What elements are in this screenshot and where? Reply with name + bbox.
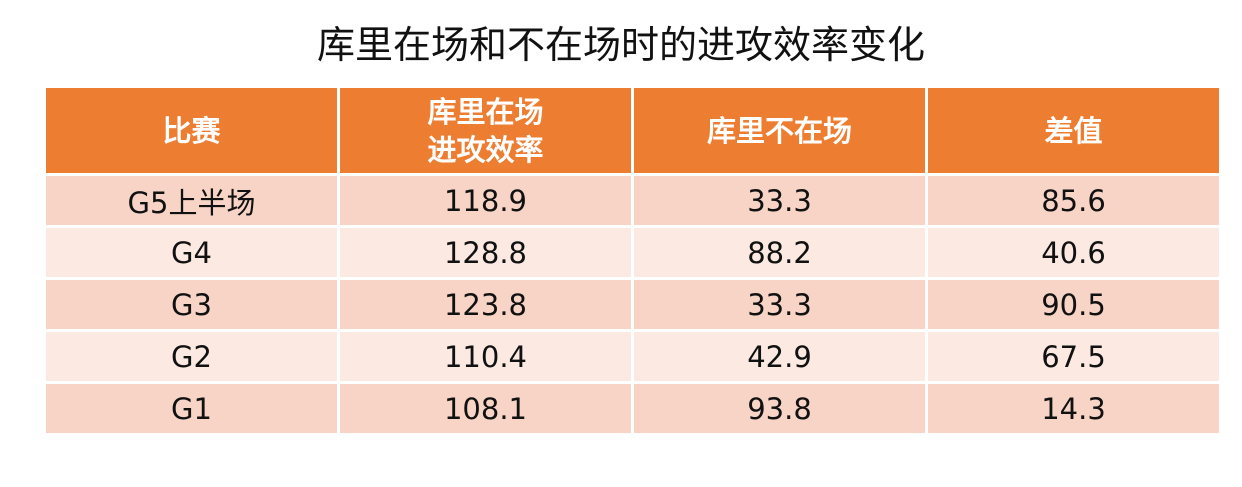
game-cell: G2 bbox=[46, 332, 337, 381]
table-row: G3 123.8 33.3 90.5 bbox=[46, 280, 1219, 329]
value-cell: 33.3 bbox=[634, 176, 925, 225]
value-cell: 85.6 bbox=[928, 176, 1219, 225]
game-cell: G5上半场 bbox=[46, 176, 337, 225]
column-header: 比赛 bbox=[46, 88, 337, 173]
value-cell: 93.8 bbox=[634, 384, 925, 433]
game-cell: G4 bbox=[46, 228, 337, 277]
table-head: 比赛 库里在场 进攻效率 库里不在场 差值 bbox=[46, 88, 1219, 173]
value-cell: 128.8 bbox=[340, 228, 631, 277]
header-line: 库里在场 bbox=[427, 94, 544, 129]
value-cell: 108.1 bbox=[340, 384, 631, 433]
table-row: G1 108.1 93.8 14.3 bbox=[46, 384, 1219, 433]
value-cell: 67.5 bbox=[928, 332, 1219, 381]
column-header: 差值 bbox=[928, 88, 1219, 173]
column-header: 库里在场 进攻效率 bbox=[340, 88, 631, 173]
data-table: 比赛 库里在场 进攻效率 库里不在场 差值 G5上半场 118.9 33.3 85.6 G4 12… bbox=[43, 85, 1222, 436]
table-row: G2 110.4 42.9 67.5 bbox=[46, 332, 1219, 381]
value-cell: 42.9 bbox=[634, 332, 925, 381]
value-cell: 40.6 bbox=[928, 228, 1219, 277]
column-header: 库里不在场 bbox=[634, 88, 925, 173]
value-cell: 90.5 bbox=[928, 280, 1219, 329]
header-line: 进攻效率 bbox=[427, 132, 544, 167]
table-body: G5上半场 118.9 33.3 85.6 G4 128.8 88.2 40.6 G3 123.8… bbox=[46, 176, 1219, 433]
game-cell: G3 bbox=[46, 280, 337, 329]
title: 库里在场和不在场时的进攻效率变化 bbox=[316, 23, 925, 67]
table-row: G4 128.8 88.2 40.6 bbox=[46, 228, 1219, 277]
value-cell: 118.9 bbox=[340, 176, 631, 225]
table-row: G5上半场 118.9 33.3 85.6 bbox=[46, 176, 1219, 225]
game-cell: G1 bbox=[46, 384, 337, 433]
value-cell: 110.4 bbox=[340, 332, 631, 381]
value-cell: 33.3 bbox=[634, 280, 925, 329]
value-cell: 88.2 bbox=[634, 228, 925, 277]
value-cell: 14.3 bbox=[928, 384, 1219, 433]
value-cell: 123.8 bbox=[340, 280, 631, 329]
header-row: 比赛 库里在场 进攻效率 库里不在场 差值 bbox=[46, 88, 1219, 173]
